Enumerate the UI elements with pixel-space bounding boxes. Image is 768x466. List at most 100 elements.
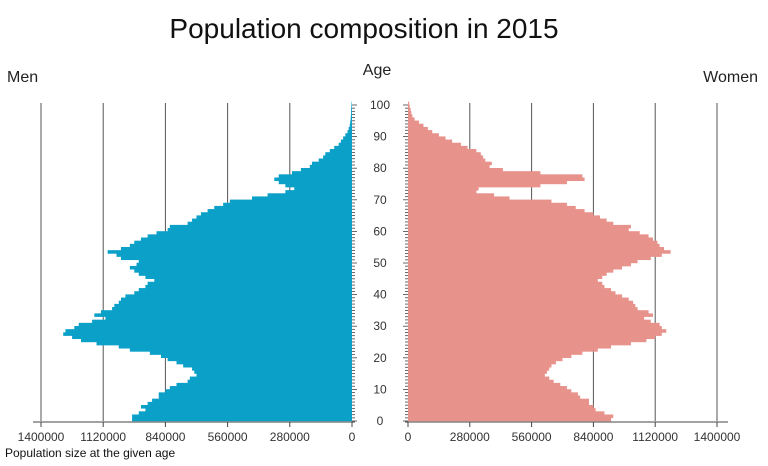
women-bar-age-10	[408, 386, 567, 390]
women-label: Women	[703, 69, 758, 86]
women-bar-age-90	[408, 133, 439, 137]
men-bar-age-31	[92, 319, 352, 324]
men-bar-age-62	[187, 221, 352, 226]
women-bar-age-37	[408, 300, 634, 305]
age-tick-label: 100	[370, 98, 390, 112]
women-bar-age-64	[408, 215, 601, 219]
men-bar-age-49	[136, 262, 352, 267]
women-x-tick-label: 0	[405, 430, 412, 444]
age-tick-label: 10	[373, 382, 387, 396]
men-bar-age-13	[189, 376, 352, 381]
men-bar-age-51	[120, 256, 352, 261]
men-bar-age-66	[207, 209, 352, 213]
women-bar-age-80	[408, 164, 490, 169]
women-bar-age-68	[408, 202, 567, 207]
women-bar-age-5	[408, 401, 589, 406]
women-x-tick-label: 560000	[512, 430, 552, 444]
men-bar-age-89	[343, 136, 352, 140]
women-bar-age-17	[408, 363, 552, 368]
men-bar-age-22	[129, 348, 352, 352]
women-bar-age-47	[408, 269, 614, 273]
women-bar-age-40	[408, 291, 616, 295]
women-bar-age-91	[408, 130, 433, 134]
age-tick-label: 40	[373, 288, 387, 302]
men-bar-age-36	[114, 303, 352, 308]
men-bar-age-97	[351, 111, 352, 115]
men-bar-age-11	[176, 382, 352, 387]
women-bar-age-60	[408, 228, 629, 232]
age-axis-label: Age	[363, 62, 392, 79]
men-bar-age-95	[350, 117, 352, 121]
men-x-tick-label: 1400000	[18, 430, 65, 444]
men-bar-age-3	[145, 408, 352, 412]
men-bar-age-68	[223, 202, 352, 207]
women-bar-age-50	[408, 259, 638, 264]
women-bar-age-70	[408, 196, 510, 200]
women-bar-age-62	[408, 221, 614, 226]
men-bar-age-64	[196, 215, 352, 219]
age-axis-ticks: 0 10 20 30 40 50 60 70 80 90 100	[370, 98, 390, 428]
x-axis-footnote: Population size at the given age	[5, 446, 175, 460]
men-bar-age-29	[74, 326, 353, 330]
men-bar-age-44	[154, 278, 352, 283]
men-bar-age-16	[192, 367, 352, 371]
men-bar-age-25	[80, 338, 352, 343]
men-bar-age-1	[132, 414, 352, 419]
women-bar-age-54	[408, 247, 665, 251]
men-bar-age-53	[107, 250, 353, 254]
men-x-tick-label: 0	[349, 430, 356, 444]
women-bar-age-38	[408, 297, 629, 302]
women-bar-age-33	[408, 313, 653, 317]
women-bar-age-65	[408, 212, 594, 216]
men-bar-age-98	[351, 107, 352, 112]
age-tick-label: 70	[373, 193, 387, 207]
women-bar-age-14	[408, 373, 545, 377]
women-bars	[408, 101, 671, 422]
men-bar-age-88	[340, 139, 352, 144]
women-bar-age-34	[408, 310, 649, 314]
men-bar-age-82	[318, 158, 352, 163]
men-bar-age-26	[72, 335, 352, 340]
men-bar-age-65	[200, 212, 352, 216]
women-bar-age-55	[408, 243, 660, 248]
women-bar-age-53	[408, 250, 671, 254]
women-bar-age-27	[408, 332, 662, 336]
men-bar-age-78	[292, 171, 352, 175]
women-bar-age-15	[408, 370, 548, 374]
age-tick-label: 30	[373, 319, 387, 333]
women-bar-age-9	[408, 389, 572, 393]
women-bar-age-57	[408, 237, 653, 242]
men-bar-age-21	[149, 351, 352, 355]
women-bar-age-6	[408, 398, 589, 403]
women-bar-age-51	[408, 256, 651, 261]
men-bar-age-30	[78, 322, 352, 327]
men-bar-age-10	[169, 386, 352, 390]
women-bar-age-30	[408, 322, 660, 327]
men-bar-age-85	[329, 149, 352, 153]
women-bar-age-94	[408, 120, 420, 125]
age-tick-label: 60	[373, 224, 387, 238]
women-x-tick-label: 280000	[450, 430, 490, 444]
women-bar-age-95	[408, 117, 415, 121]
women-bar-age-45	[408, 275, 603, 279]
men-bar-age-79	[300, 168, 352, 172]
women-bar-age-2	[408, 411, 605, 415]
men-bar-age-6	[152, 398, 352, 403]
age-tick-label: 80	[373, 161, 387, 175]
women-bar-age-3	[408, 408, 596, 412]
women-bar-age-48	[408, 265, 623, 270]
men-bar-age-99	[351, 104, 352, 109]
women-bar-age-11	[408, 382, 561, 387]
men-bar-age-12	[187, 379, 352, 384]
men-bar-age-45	[145, 275, 352, 279]
men-bar-age-81	[312, 161, 352, 166]
men-bar-age-84	[325, 152, 352, 156]
women-bar-age-98	[408, 107, 411, 112]
women-bar-age-67	[408, 205, 576, 210]
women-bar-age-32	[408, 316, 645, 321]
women-bar-age-72	[408, 190, 477, 194]
men-bar-age-76	[274, 177, 352, 182]
women-bar-age-82	[408, 158, 486, 163]
men-bar-age-20	[160, 354, 352, 358]
